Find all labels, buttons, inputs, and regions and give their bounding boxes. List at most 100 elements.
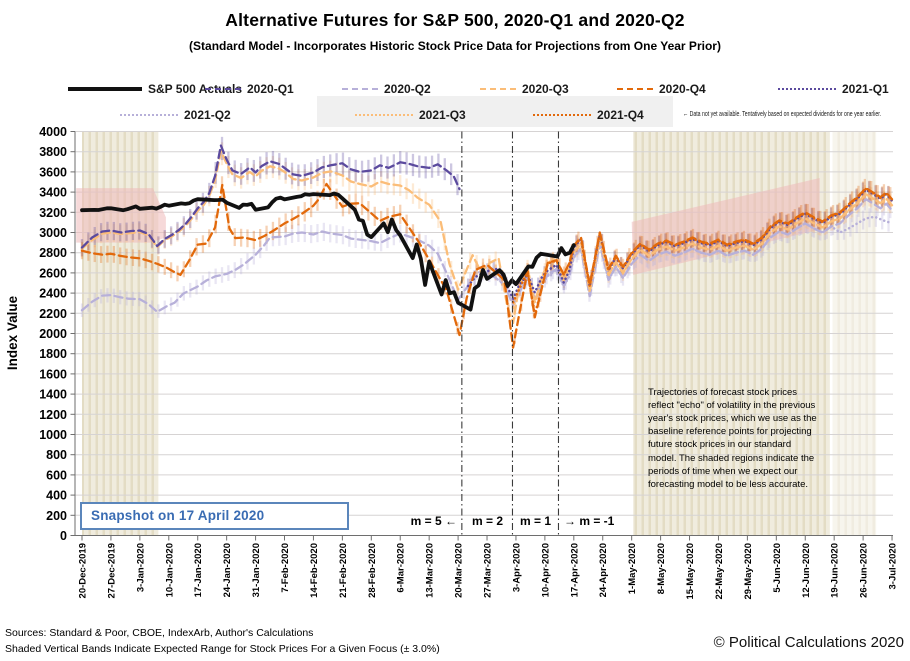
sources-line: Sources: Standard & Poor, CBOE, IndexArb…	[5, 627, 314, 639]
y-tick-labels: 0 200 400 600 800 1000 1200 1400 1600 1800 2000 220…	[39, 125, 67, 543]
y-axis-title: Index Value	[5, 295, 20, 370]
svg-text:10-Apr-2020: 10-Apr-2020	[540, 543, 551, 597]
legend-label: 2020-Q4	[659, 81, 706, 96]
legend-item-2020-q2: 2020-Q2	[342, 80, 431, 96]
svg-text:5-Jun-2020: 5-Jun-2020	[772, 543, 783, 593]
m-label-5: m = 5 ←	[410, 514, 457, 528]
svg-text:27-Dec-2019: 27-Dec-2019	[106, 543, 117, 598]
forecast-note: Trajectories of forecast stock prices re…	[648, 387, 817, 490]
m-boundary-lines	[461, 131, 560, 536]
series-line-s-p-500-actuals	[80, 191, 576, 312]
pink-region	[76, 188, 166, 243]
svg-text:12-Jun-2020: 12-Jun-2020	[801, 543, 812, 598]
svg-text:28-Feb-2020: 28-Feb-2020	[367, 543, 378, 598]
svg-text:1800: 1800	[39, 347, 67, 361]
svg-text:31-Jan-2020: 31-Jan-2020	[251, 543, 262, 597]
svg-text:2000: 2000	[39, 327, 67, 341]
legend-item-2021-q4: 2021-Q4	[533, 106, 644, 122]
svg-text:2400: 2400	[39, 287, 67, 301]
svg-text:1400: 1400	[39, 388, 67, 402]
legend-label: 2021-Q1	[842, 81, 889, 96]
svg-text:24-Apr-2020: 24-Apr-2020	[598, 543, 609, 597]
svg-text:3-Jan-2020: 3-Jan-2020	[135, 543, 146, 592]
legend-label: 2021-Q2	[184, 107, 231, 122]
svg-text:24-Jan-2020: 24-Jan-2020	[222, 543, 233, 597]
legend-item-2021-q1: 2021-Q1	[778, 80, 889, 96]
svg-text:1200: 1200	[39, 408, 67, 422]
svg-text:3200: 3200	[39, 206, 67, 220]
legend-swatch-2020-q3-icon	[480, 87, 516, 90]
svg-text:3400: 3400	[39, 186, 67, 200]
chart-subtitle: (Standard Model - Incorporates Historic …	[189, 39, 721, 53]
legend-label: 2021-Q4	[597, 107, 644, 122]
m-label-2: m = 2	[471, 514, 504, 528]
legend-label: 2020-Q3	[522, 81, 569, 96]
legend-item-2021-q2: 2021-Q2	[120, 106, 231, 122]
legend-label: 2020-Q2	[384, 81, 431, 96]
legend-swatch-2021-q4-icon	[533, 113, 591, 116]
x-tick-labels: 20-Dec-2019 27-Dec-2019 3-Jan-2020 10-Jan-2…	[78, 543, 899, 600]
legend-item-2020-q1: 2020-Q1	[205, 80, 294, 96]
svg-text:2200: 2200	[39, 307, 67, 321]
legend-label: 2020-Q1	[247, 81, 294, 96]
legend-swatch-2020-q2-icon	[342, 87, 378, 90]
legend-swatch-2021-q2-icon	[120, 113, 178, 116]
svg-text:20-Mar-2020: 20-Mar-2020	[454, 543, 465, 598]
svg-text:22-May-2020: 22-May-2020	[714, 543, 725, 600]
legend-label: S&P 500 Actuals	[148, 81, 243, 96]
legend-label: 2021-Q3	[419, 107, 466, 122]
svg-text:7-Feb-2020: 7-Feb-2020	[280, 543, 291, 593]
legend-note: ← Data not yet available. Tentatively ba…	[683, 109, 882, 118]
legend-swatch-2021-q1-icon	[778, 87, 836, 90]
svg-text:10-Jan-2020: 10-Jan-2020	[164, 543, 175, 597]
svg-text:3600: 3600	[39, 165, 67, 179]
legend-item-2020-q3: 2020-Q3	[480, 80, 569, 96]
legend-item-2020-q4: 2020-Q4	[617, 80, 706, 96]
m-label-minus-1: → m = -1	[564, 514, 615, 528]
svg-text:17-Apr-2020: 17-Apr-2020	[569, 543, 580, 597]
legend-item-2021-q3: 2021-Q3	[355, 106, 466, 122]
svg-text:26-Jun-2020: 26-Jun-2020	[859, 543, 870, 598]
svg-text:8-May-2020: 8-May-2020	[656, 543, 667, 594]
svg-text:13-Mar-2020: 13-Mar-2020	[425, 543, 436, 598]
svg-text:3800: 3800	[39, 145, 67, 159]
series-line-2021-q4	[511, 187, 894, 317]
svg-text:3-Jul-2020: 3-Jul-2020	[888, 543, 899, 589]
legend-item-s-p-500-actuals: S&P 500 Actuals	[68, 80, 242, 96]
svg-text:6-Mar-2020: 6-Mar-2020	[396, 543, 407, 593]
svg-text:400: 400	[46, 489, 67, 503]
series-line-2020-q1	[80, 144, 461, 249]
copyright: © Political Calculations 2020	[713, 634, 904, 651]
svg-text:2800: 2800	[39, 246, 67, 260]
legend-swatch-2020-q1-icon	[205, 87, 241, 90]
svg-text:29-May-2020: 29-May-2020	[743, 543, 754, 600]
axes	[70, 131, 893, 541]
chart-title: Alternative Futures for S&P 500, 2020-Q1…	[225, 10, 685, 30]
svg-text:3000: 3000	[39, 226, 67, 240]
svg-text:3-Apr-2020: 3-Apr-2020	[511, 543, 522, 592]
svg-text:1-May-2020: 1-May-2020	[627, 543, 638, 594]
svg-text:21-Feb-2020: 21-Feb-2020	[338, 543, 349, 598]
svg-text:27-Mar-2020: 27-Mar-2020	[483, 543, 494, 598]
legend-swatch-s-p-500-actuals-icon	[68, 86, 142, 91]
svg-text:19-Jun-2020: 19-Jun-2020	[830, 543, 841, 598]
m-label-1: m = 1	[519, 514, 552, 528]
svg-text:2600: 2600	[39, 266, 67, 280]
svg-text:800: 800	[46, 448, 67, 462]
svg-text:200: 200	[46, 509, 67, 523]
svg-text:0: 0	[60, 529, 67, 543]
svg-text:1600: 1600	[39, 367, 67, 381]
svg-text:1000: 1000	[39, 428, 67, 442]
legend-swatch-2020-q4-icon	[617, 87, 653, 90]
bands-note-line: Shaded Vertical Bands Indicate Expected …	[5, 643, 440, 655]
svg-text:14-Feb-2020: 14-Feb-2020	[309, 543, 320, 598]
svg-text:600: 600	[46, 468, 67, 482]
snapshot-label: Snapshot on 17 April 2020	[80, 502, 349, 530]
pink-region	[631, 178, 820, 275]
svg-text:17-Jan-2020: 17-Jan-2020	[193, 543, 204, 597]
pink-uncertainty-regions	[76, 178, 820, 275]
series-line-2021-q2	[511, 215, 894, 305]
svg-text:4000: 4000	[39, 125, 67, 139]
